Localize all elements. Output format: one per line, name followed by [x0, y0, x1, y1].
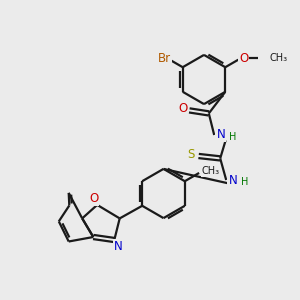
Text: N: N	[113, 240, 122, 253]
Text: H: H	[229, 132, 236, 142]
Text: Br: Br	[158, 52, 171, 65]
Text: N: N	[216, 128, 225, 142]
Text: O: O	[89, 192, 98, 205]
Text: O: O	[178, 102, 187, 116]
Text: O: O	[239, 52, 248, 65]
Text: CH₃: CH₃	[201, 167, 220, 176]
Text: S: S	[188, 148, 195, 161]
Text: N: N	[228, 173, 237, 187]
Text: CH₃: CH₃	[269, 53, 287, 63]
Text: H: H	[241, 177, 248, 188]
